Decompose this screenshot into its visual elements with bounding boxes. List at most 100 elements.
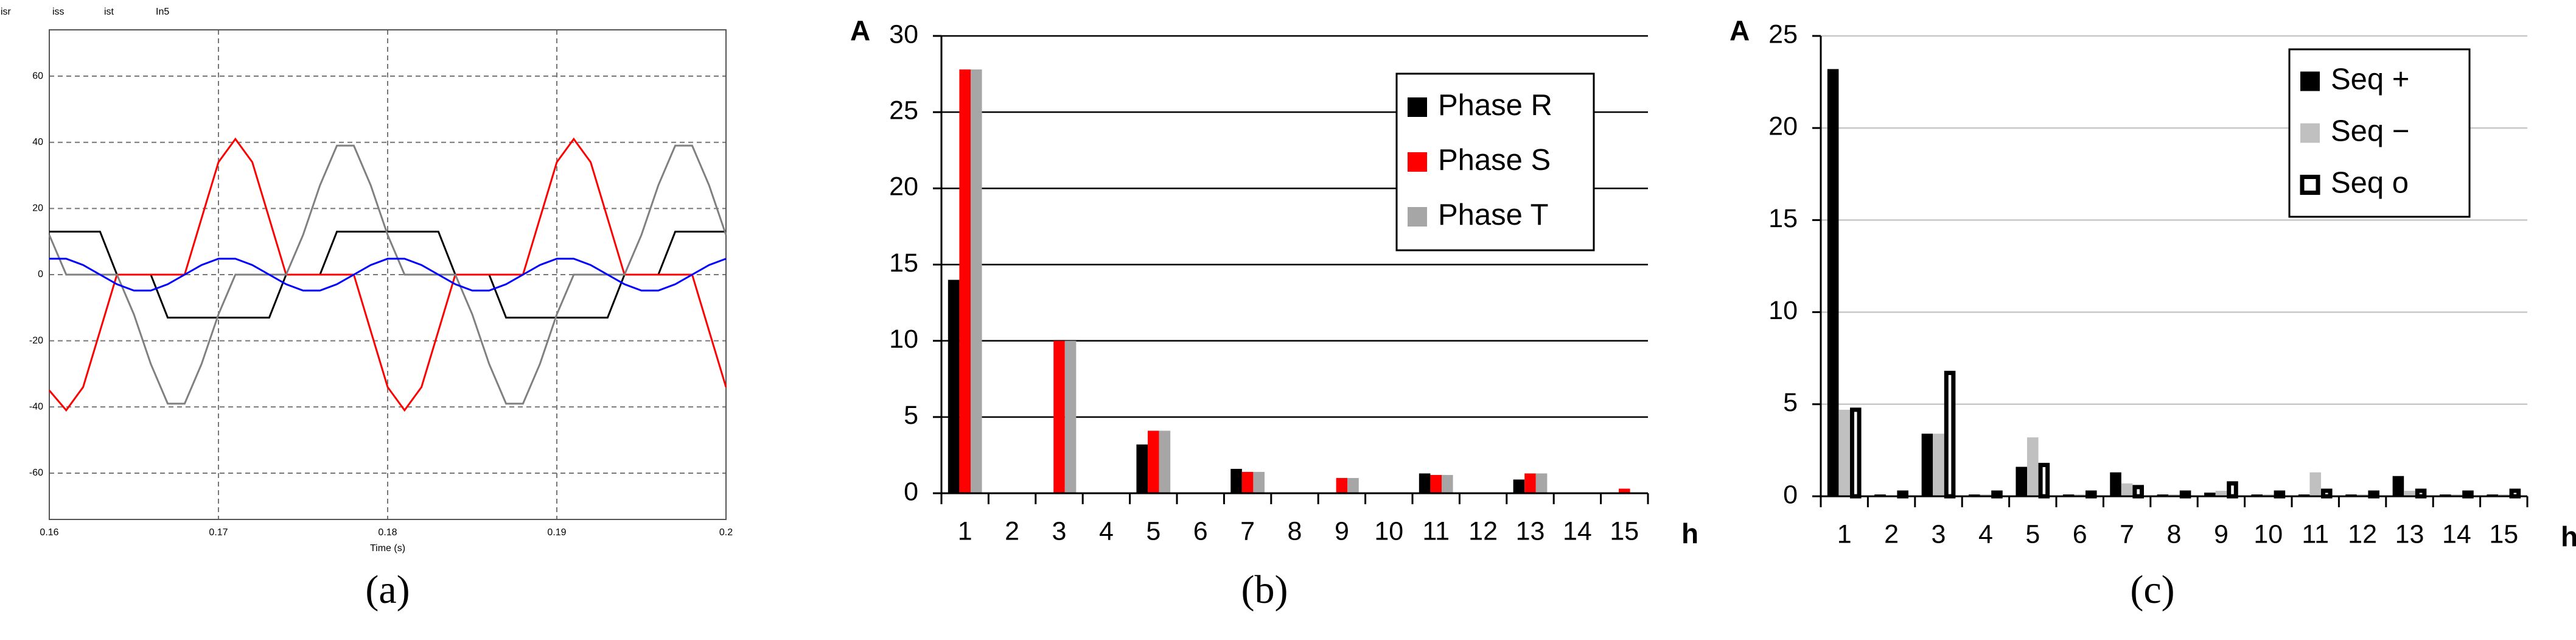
bar [1148,431,1159,493]
bar [1253,471,1265,493]
bar [1849,407,1862,499]
legend-swatch [1408,97,1427,117]
bar [2038,463,2050,499]
legend-swatch [2300,175,2320,195]
bar [2062,494,2075,496]
x-tick-label: 13 [2395,519,2424,549]
bar [1827,69,1839,496]
bar [1230,468,1242,493]
bar [2263,494,2274,496]
bar [2404,490,2415,496]
x-tick-label: 0.16 [40,527,58,538]
bar [1874,494,1886,496]
bar [1159,431,1171,493]
bar [2309,472,2321,496]
plot-frame [49,29,727,520]
x-tick-label: 0.19 [547,527,566,538]
legend-label: Seq − [2331,114,2409,147]
bar [2016,466,2028,496]
y-tick-label: -40 [29,402,43,412]
legend-label: Phase R [1438,89,1552,122]
y-tick-label: 10 [1768,296,1798,325]
x-tick-label: 6 [2073,519,2087,549]
legend-label: isr [1,7,12,17]
y-tick-label: 25 [889,96,918,125]
bar [2121,483,2133,496]
bar [1136,444,1148,493]
y-tick-label: -60 [29,468,43,478]
x-tick-label: 7 [1240,516,1255,546]
x-tick-label: 1 [958,516,972,546]
y-tick-label: 20 [889,172,918,202]
bar [2440,494,2451,496]
x-tick-label: 2 [1884,519,1899,549]
bar [2215,490,2227,496]
x-tick-label: 8 [1288,516,1302,546]
bar [2498,494,2510,496]
x-tick-label: 2 [1005,516,1019,546]
bar [2168,494,2180,496]
x-tick-label: 12 [1468,516,1498,546]
legend-label: ist [104,7,114,17]
bar [1524,473,1536,493]
bar [1241,471,1254,493]
legend-label: Phase T [1438,199,1549,231]
bar [1921,434,1933,496]
x-tick-label: 5 [2025,519,2040,549]
bar [1347,477,1359,493]
x-tick-label: 4 [1099,516,1114,546]
bar [2345,494,2357,496]
y-tick-label: 25 [1768,19,1798,49]
bar [2110,472,2121,496]
bar [2074,494,2086,496]
legend-box [1395,72,1595,251]
bar [1430,474,1442,493]
bar [2356,494,2368,496]
bar [2298,494,2310,496]
y-tick-label: 5 [1783,388,1798,417]
caption: (a) [365,568,410,612]
x-tick-label: 13 [1516,516,1545,546]
bar [2487,494,2499,496]
caption: (b) [1241,568,1288,612]
bar [1535,473,1548,493]
series-line [48,137,727,412]
bar [2132,485,2144,499]
bar [2392,476,2404,496]
x-tick-label: 1 [1837,519,1852,549]
x-tick-label: 7 [2120,519,2134,549]
y-tick-label: 0 [38,269,43,280]
y-tick-label: 40 [32,137,43,147]
y-tick-label: -20 [29,336,43,346]
y-tick-label: 20 [1768,112,1798,141]
y-axis-label: A [1730,15,1750,46]
bar [2251,494,2263,496]
caption: (c) [2130,568,2174,612]
bar [1513,479,1525,493]
x-tick-label: 8 [2167,519,2182,549]
x-tick-label: 9 [2214,519,2229,549]
x-tick-label: 9 [1335,516,1349,546]
series-line [49,258,727,292]
y-tick-label: 20 [32,203,43,214]
bar [2451,494,2463,496]
y-tick-label: 5 [904,401,918,430]
series-line [48,144,727,405]
x-axis-label: h [1681,518,1698,549]
x-tick-label: 0.18 [378,527,397,538]
bar [1619,488,1630,493]
bar [1419,473,1431,493]
legend-label: Seq + [2331,63,2409,96]
legend-swatch [2300,71,2320,91]
bar [1838,409,1850,496]
x-tick-label: 6 [1193,516,1208,546]
bar [970,69,982,493]
x-tick-label: 15 [1610,516,1639,546]
y-tick-label: 15 [889,248,918,278]
x-tick-label: 15 [2489,519,2518,549]
bar [948,280,960,493]
x-tick-label: 5 [1146,516,1161,546]
x-tick-label: 10 [1374,516,1403,546]
